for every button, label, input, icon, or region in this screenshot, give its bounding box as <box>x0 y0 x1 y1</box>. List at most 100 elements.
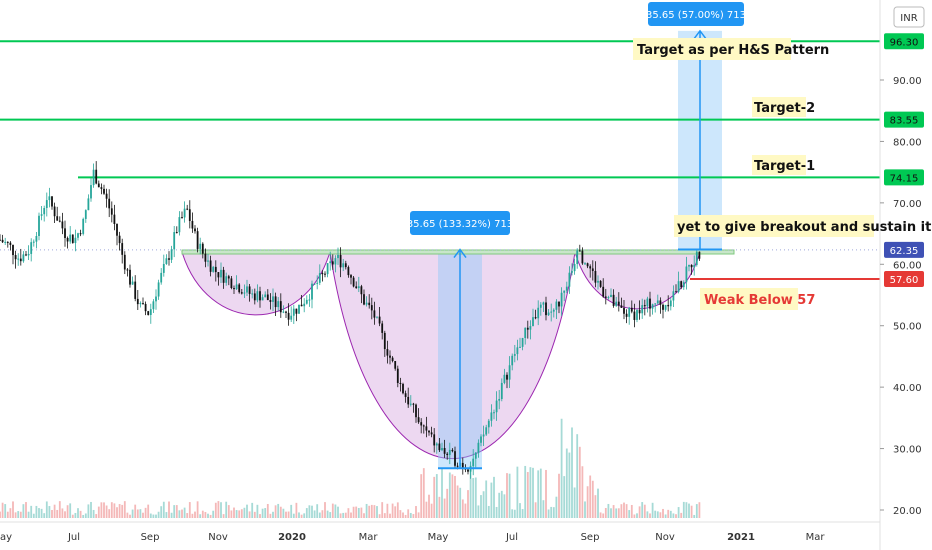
volume-bar <box>253 511 256 518</box>
volume-bar <box>298 512 300 518</box>
candle-body <box>620 305 623 308</box>
candle-body <box>498 399 501 401</box>
candle-body <box>690 264 693 268</box>
volume-bar <box>121 504 124 518</box>
measure-arrowhead-2 <box>693 29 707 40</box>
volume-bar <box>599 512 602 518</box>
candle-body <box>404 393 407 397</box>
volume-bar <box>329 512 332 518</box>
candle-body <box>90 185 92 199</box>
candle-body <box>126 269 129 271</box>
volume-bar <box>222 514 225 518</box>
volume-bar <box>667 509 670 518</box>
volume-bar <box>568 452 571 518</box>
candle-body <box>45 200 48 209</box>
candle-body <box>253 293 256 301</box>
volume-bar <box>95 514 98 518</box>
candle-body <box>17 258 20 260</box>
volume-bar <box>238 510 241 518</box>
candle-body <box>610 294 612 298</box>
candle-body <box>597 280 599 283</box>
candle-body <box>441 448 443 451</box>
volume-bar <box>12 501 14 518</box>
volume-bar <box>485 480 488 518</box>
volume-bar <box>331 503 334 518</box>
candle-body <box>183 208 186 218</box>
volume-bar <box>435 474 438 518</box>
candle-body <box>524 327 527 338</box>
candle-body <box>178 217 181 233</box>
volume-bar <box>339 513 342 518</box>
volume-bar <box>560 418 563 518</box>
candle-body <box>105 193 108 199</box>
x-axis: ay Jul Sep Nov 2020 Mar May Jul Sep Nov 2021 Mar <box>0 521 880 543</box>
volume-bar <box>352 506 355 518</box>
volume-bar <box>545 469 547 518</box>
candle-body <box>259 291 261 301</box>
candle-body <box>144 303 147 312</box>
annotation-breakout-note: yet to give breakout and sustain it. <box>674 215 932 237</box>
volume-bar <box>295 502 298 518</box>
candle-body <box>659 300 662 305</box>
volume-bar <box>407 509 410 518</box>
candle-body <box>196 231 199 249</box>
volume-bar <box>521 509 524 518</box>
candle-body <box>513 354 516 356</box>
y-tick-label: 80.00 <box>893 137 922 148</box>
candle-body <box>77 233 79 238</box>
volume-bar <box>168 501 170 518</box>
volume-bar <box>415 506 417 518</box>
volume-bar <box>103 502 105 518</box>
volume-bar <box>113 503 116 518</box>
volume-bar <box>547 509 550 518</box>
volume-bar <box>19 511 22 518</box>
volume-bar <box>147 504 150 518</box>
volume-bar <box>617 508 620 518</box>
candle-body <box>287 312 290 320</box>
volume-bar <box>451 474 454 518</box>
volume-bar <box>677 507 680 518</box>
annotation-target2: Target-2 <box>752 97 815 117</box>
volume-bar <box>110 502 113 518</box>
candle-body <box>454 451 456 466</box>
volume-bar <box>337 506 339 518</box>
volume-bar <box>27 511 30 518</box>
currency-badge[interactable]: INR <box>893 6 925 28</box>
volume-bar <box>672 513 675 518</box>
candle-body <box>394 361 397 369</box>
volume-bar <box>654 510 657 518</box>
candle-body <box>584 263 586 265</box>
volume-bar <box>628 510 631 518</box>
volume-bar <box>79 510 82 518</box>
volume-bar <box>495 506 498 518</box>
volume-bar <box>516 466 519 518</box>
candle-body <box>48 196 51 201</box>
volume-bar <box>170 512 173 518</box>
candle-body <box>298 304 300 314</box>
candle-body <box>207 260 209 262</box>
candle-body <box>305 299 308 304</box>
volume-bar <box>581 466 584 518</box>
volume-bar <box>365 503 368 518</box>
candle-body <box>227 276 230 279</box>
volume-bar <box>360 507 363 518</box>
volume-bar <box>272 511 274 518</box>
volume-bar <box>209 514 212 518</box>
volume-bar <box>474 477 477 518</box>
candle-body <box>251 293 254 295</box>
candle-body <box>643 305 646 307</box>
volume-bar <box>246 504 248 518</box>
volume-bar <box>550 506 553 518</box>
volume-bar <box>326 510 329 518</box>
candle-body <box>230 278 233 289</box>
price-badge-74.15 <box>884 169 924 186</box>
candle-body <box>316 282 319 284</box>
y-tick-label: 20.00 <box>893 506 922 517</box>
candle-body <box>175 232 178 234</box>
volume-bar <box>214 502 217 518</box>
candle-body <box>376 316 378 318</box>
candle-body <box>529 326 532 330</box>
candle-body <box>672 291 675 301</box>
volume-bar <box>472 478 475 518</box>
